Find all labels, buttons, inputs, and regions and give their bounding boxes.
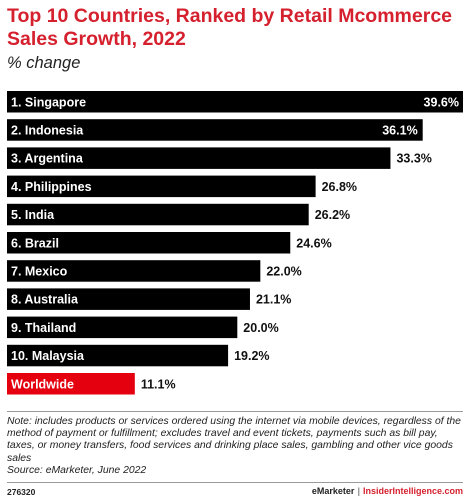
bar-9 — [7, 344, 229, 367]
value-label-7: 21.1% — [256, 293, 291, 307]
category-label-0: 1. Singapore — [11, 95, 86, 109]
category-label-1: 2. Indonesia — [11, 123, 84, 137]
value-label-2: 33.3% — [396, 152, 431, 166]
bar-6 — [7, 260, 261, 282]
category-label-5: 6. Brazil — [11, 236, 59, 250]
notes-block: Note: includes products or services orde… — [7, 416, 465, 477]
bar-7 — [7, 288, 250, 310]
footer-brand: eMarketer | InsiderIntelligence.com — [312, 486, 463, 496]
value-label-4: 26.2% — [315, 208, 350, 222]
chart-subtitle: % change — [7, 54, 81, 72]
value-label-9: 19.2% — [234, 349, 269, 363]
brand-separator: | — [357, 486, 360, 496]
bar-8 — [7, 316, 238, 339]
bar-1 — [7, 119, 423, 141]
category-label-4: 5. India — [11, 208, 55, 222]
value-label-3: 26.8% — [322, 180, 357, 194]
value-label-8: 20.0% — [243, 321, 278, 335]
bar-10 — [7, 373, 135, 395]
value-label-1: 36.1% — [382, 123, 417, 137]
chart-title: Top 10 Countries, Ranked by Retail Mcomm… — [7, 5, 453, 50]
bar-0 — [7, 91, 463, 113]
bar-2 — [7, 147, 391, 169]
category-label-3: 4. Philippines — [11, 180, 92, 194]
category-label-7: 8. Australia — [11, 293, 79, 307]
category-label-2: 3. Argentina — [11, 152, 84, 166]
value-label-0: 39.6% — [424, 95, 459, 109]
value-label-5: 24.6% — [296, 236, 331, 250]
bar-4 — [7, 203, 309, 226]
notes-divider — [7, 411, 463, 412]
category-label-10: Worldwide — [11, 377, 74, 391]
brand-name: eMarketer — [311, 486, 355, 496]
bar-chart: 1. Singapore 39.6% 2. Indonesia 36.1% 3. Arg… — [7, 91, 463, 395]
category-label-8: 9. Thailand — [11, 321, 76, 335]
chart-code: 276320 — [7, 487, 36, 497]
category-label-6: 7. Mexico — [11, 264, 68, 278]
footer-divider — [7, 482, 463, 483]
category-label-9: 10. Malaysia — [11, 349, 85, 363]
notes-text: Note: includes products or services orde… — [7, 416, 461, 464]
bar-5 — [7, 232, 291, 254]
value-label-6: 22.0% — [266, 264, 301, 278]
value-label-10: 11.1% — [141, 377, 176, 391]
brand-site: InsiderIntelligence.com — [362, 486, 463, 496]
bar-3 — [7, 175, 316, 198]
source-text: Source: eMarketer, June 2022 — [7, 464, 147, 476]
